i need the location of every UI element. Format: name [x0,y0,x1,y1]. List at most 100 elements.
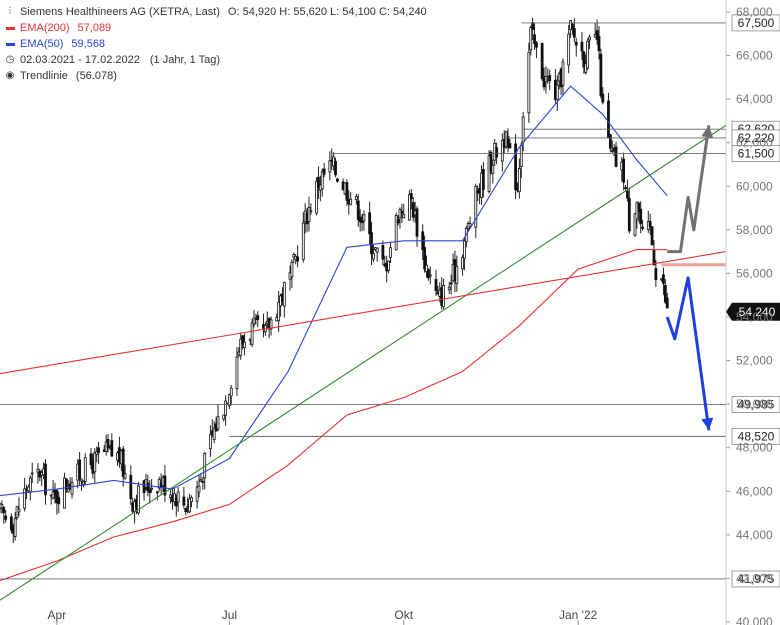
candle-body [487,155,491,192]
candle-body [334,161,337,176]
candle-body [197,485,201,493]
series-trendlinie [0,124,727,601]
candle-body [66,488,70,493]
clock-icon: ◷ [5,54,15,65]
candle-body [633,213,637,236]
candle-body [495,147,499,158]
legend-range: ◷ 02.03.2021 - 17.02.2022 (1 Jahr, 1 Tag… [4,52,427,68]
ema200-value: 57,089 [77,22,112,34]
scenario-bullish-arrowhead [701,125,714,139]
candle-body [55,490,59,504]
y-tick-label: 54,000 [736,310,773,324]
candle-body [542,78,546,88]
ema50-label: EMA(50) [20,38,64,50]
candle-body [190,497,193,503]
scenario-bearish-arrowhead [701,417,714,431]
candle-body [269,319,273,330]
candle-body [540,42,544,80]
candle-body [423,246,427,270]
candle-body [239,338,243,356]
level-label: 62,220 [738,131,775,145]
candle-body [586,40,590,69]
chart-legend: ⫶ Siemens Healthineers AG (XETRA, Last) … [4,4,427,84]
ema200-swatch [5,27,15,30]
candle-body [184,508,188,512]
x-tick-label: Jul [222,608,237,622]
candle-body [123,473,127,479]
candle-body [529,27,533,51]
legend-ema200: EMA(200) 57,089 [4,20,427,36]
candle-body [0,504,4,509]
candle-body [428,274,432,277]
candle-body [322,168,326,175]
candle-body [368,212,372,235]
candle-body [30,472,34,475]
candle-body [23,488,27,509]
candle-body [97,447,100,454]
candle-body [626,190,629,199]
candle-body [648,221,652,227]
candle-body [172,493,176,503]
candle-body [535,42,538,48]
candle-body [449,282,453,285]
candle-body [506,136,510,148]
candle-body [78,459,82,480]
candle-body [328,160,332,173]
candle-body [381,244,385,260]
legend-title-row: ⫶ Siemens Healthineers AG (XETRA, Last) … [4,4,427,20]
candle-body [163,475,167,496]
level-label-box [731,145,780,163]
candle-body [654,268,658,281]
legend-range-text: 02.03.2021 - 17.02.2022 [20,54,140,66]
candle-body [195,486,199,502]
candle-body [317,176,320,189]
candle-body [336,178,339,182]
candle-body [396,219,400,224]
candle-body [349,198,353,205]
candle-body [64,478,68,490]
candle-body [292,254,296,258]
y-tick-label: 58,000 [736,223,773,237]
candle-body [89,453,93,466]
candle-body [555,84,559,100]
candle-body [627,198,631,232]
candle-body [411,202,415,218]
candle-body [57,497,61,505]
candle-body [614,146,618,167]
candle-body [93,452,97,473]
level-label: 67,500 [738,16,775,30]
candle-body [639,208,643,225]
candle-body [2,507,6,514]
candle-body [597,35,601,52]
candle-body [650,226,654,246]
candle-body [375,247,379,253]
candle-body [491,164,495,174]
candle-body [567,33,571,66]
ema50-value: 59,568 [71,38,106,50]
candle-body [561,61,565,86]
candle-body [95,451,99,455]
y-tick-label: 50,000 [736,397,773,411]
candle-body [519,144,523,167]
legend-ema50: EMA(50) 59,568 [4,36,427,52]
candle-body [582,51,586,68]
legend-ohlc: O: 54,920 H: 55,620 L: 54,100 C: 54,240 [227,6,427,18]
candle-body [290,261,294,278]
level-label-box [731,570,780,588]
candle-body [169,494,173,498]
candle-body [624,187,627,189]
candle-body [455,265,459,284]
candle-body [481,169,485,190]
y-tick-label: 48,000 [736,441,773,455]
candle-body [400,210,404,214]
y-tick-label: 40,000 [736,615,773,625]
candle-body [17,508,21,513]
candle-body [201,481,205,483]
candle-body [408,194,411,221]
candle-body [447,286,451,291]
legend-title: Siemens Healthineers AG (XETRA, Last) [20,6,220,18]
indicator-lines [0,85,727,601]
candlestick-icon: ⫶ [8,6,12,17]
y-tick-label: 52,000 [736,354,773,368]
y-tick-label: 60,000 [736,179,773,193]
